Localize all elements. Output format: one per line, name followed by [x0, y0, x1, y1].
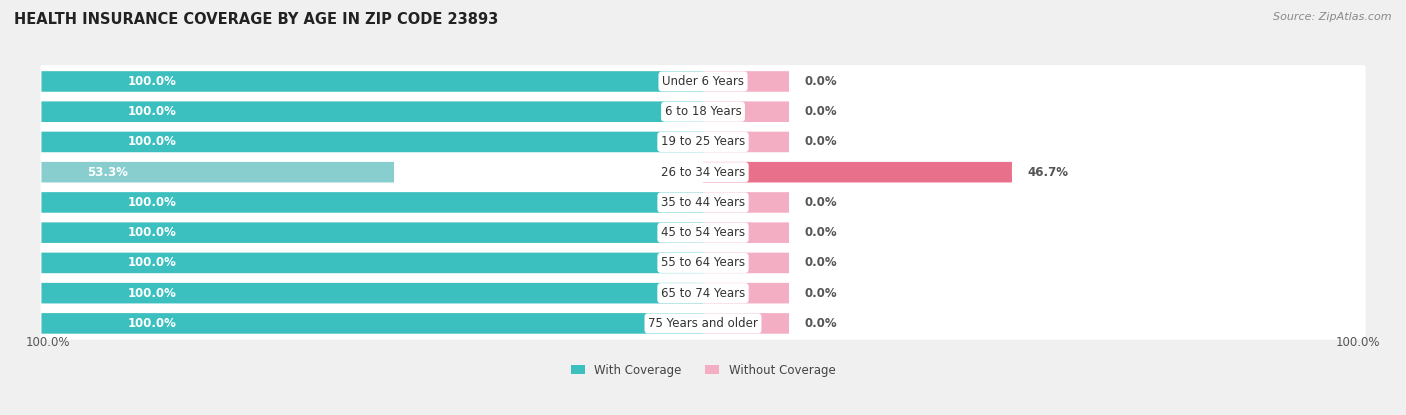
Text: 100.0%: 100.0% [128, 135, 176, 149]
Text: 100.0%: 100.0% [128, 317, 176, 330]
Text: 100.0%: 100.0% [25, 336, 70, 349]
Text: 100.0%: 100.0% [128, 196, 176, 209]
Text: 100.0%: 100.0% [128, 256, 176, 269]
FancyBboxPatch shape [41, 71, 703, 92]
FancyBboxPatch shape [703, 101, 789, 122]
Text: 35 to 44 Years: 35 to 44 Years [661, 196, 745, 209]
FancyBboxPatch shape [41, 313, 703, 334]
FancyBboxPatch shape [41, 253, 703, 273]
Text: 46.7%: 46.7% [1028, 166, 1069, 179]
Text: 100.0%: 100.0% [128, 287, 176, 300]
FancyBboxPatch shape [703, 283, 789, 303]
Text: Under 6 Years: Under 6 Years [662, 75, 744, 88]
Text: 100.0%: 100.0% [1336, 336, 1381, 349]
FancyBboxPatch shape [41, 283, 703, 303]
Text: 55 to 64 Years: 55 to 64 Years [661, 256, 745, 269]
Text: 6 to 18 Years: 6 to 18 Years [665, 105, 741, 118]
FancyBboxPatch shape [41, 216, 1365, 249]
Text: 100.0%: 100.0% [128, 105, 176, 118]
FancyBboxPatch shape [41, 126, 1365, 158]
Text: HEALTH INSURANCE COVERAGE BY AGE IN ZIP CODE 23893: HEALTH INSURANCE COVERAGE BY AGE IN ZIP … [14, 12, 498, 27]
Text: 0.0%: 0.0% [804, 105, 838, 118]
FancyBboxPatch shape [703, 253, 789, 273]
Text: 0.0%: 0.0% [804, 287, 838, 300]
FancyBboxPatch shape [41, 247, 1365, 279]
FancyBboxPatch shape [703, 132, 789, 152]
FancyBboxPatch shape [41, 277, 1365, 310]
FancyBboxPatch shape [41, 162, 394, 183]
Text: 0.0%: 0.0% [804, 135, 838, 149]
FancyBboxPatch shape [703, 313, 789, 334]
Legend: With Coverage, Without Coverage: With Coverage, Without Coverage [567, 360, 839, 380]
Text: 26 to 34 Years: 26 to 34 Years [661, 166, 745, 179]
FancyBboxPatch shape [41, 132, 703, 152]
FancyBboxPatch shape [703, 222, 789, 243]
FancyBboxPatch shape [41, 65, 1365, 98]
Text: 0.0%: 0.0% [804, 75, 838, 88]
Text: 0.0%: 0.0% [804, 317, 838, 330]
FancyBboxPatch shape [41, 95, 1365, 128]
Text: 100.0%: 100.0% [128, 75, 176, 88]
Text: 0.0%: 0.0% [804, 256, 838, 269]
FancyBboxPatch shape [703, 192, 789, 213]
Text: 45 to 54 Years: 45 to 54 Years [661, 226, 745, 239]
Text: 53.3%: 53.3% [87, 166, 128, 179]
FancyBboxPatch shape [703, 71, 789, 92]
Text: Source: ZipAtlas.com: Source: ZipAtlas.com [1274, 12, 1392, 22]
FancyBboxPatch shape [703, 162, 1012, 183]
FancyBboxPatch shape [41, 192, 703, 213]
FancyBboxPatch shape [41, 307, 1365, 340]
Text: 19 to 25 Years: 19 to 25 Years [661, 135, 745, 149]
Text: 0.0%: 0.0% [804, 196, 838, 209]
FancyBboxPatch shape [41, 101, 703, 122]
FancyBboxPatch shape [41, 186, 1365, 219]
FancyBboxPatch shape [41, 156, 1365, 188]
Text: 0.0%: 0.0% [804, 226, 838, 239]
Text: 100.0%: 100.0% [128, 226, 176, 239]
FancyBboxPatch shape [41, 222, 703, 243]
Text: 75 Years and older: 75 Years and older [648, 317, 758, 330]
Text: 65 to 74 Years: 65 to 74 Years [661, 287, 745, 300]
